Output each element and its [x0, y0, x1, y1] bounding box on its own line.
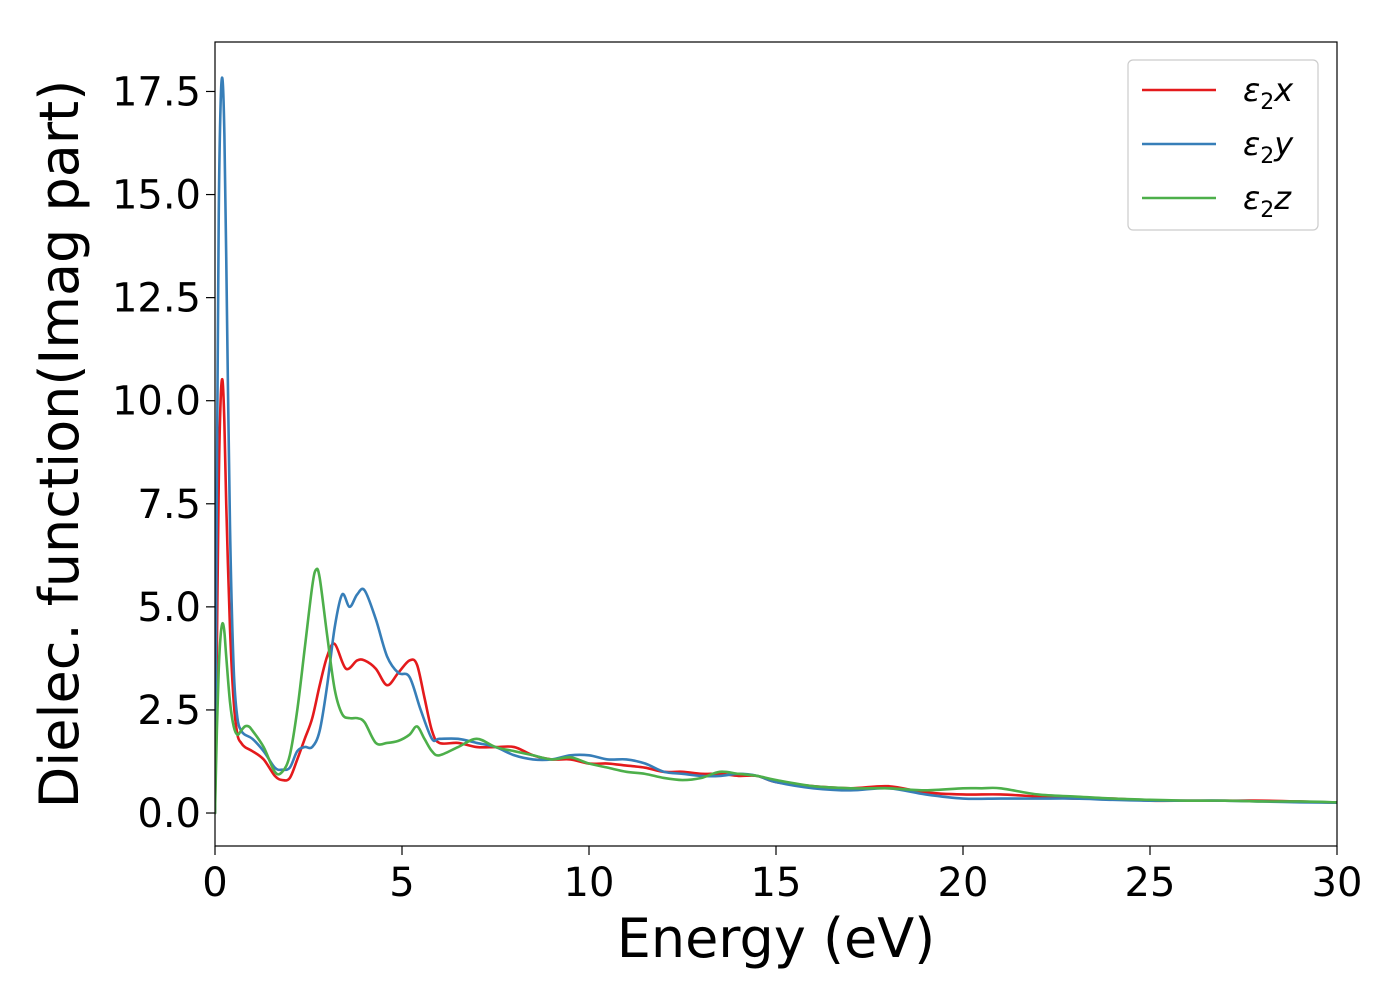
- legend-label: ε2x: [1243, 71, 1294, 115]
- legend-label-var: x: [1273, 71, 1294, 109]
- legend-label-var: y: [1273, 125, 1294, 163]
- legend-label-sub: 2: [1260, 144, 1274, 169]
- x-tick-label: 20: [938, 860, 989, 906]
- legend-box: [1127, 59, 1319, 231]
- y-tick-label: 12.5: [112, 276, 201, 322]
- x-tick-label: 10: [564, 860, 615, 906]
- x-tick-label: 5: [389, 860, 414, 906]
- y-axis-label: Dielec. function(Imag part): [28, 80, 91, 809]
- legend-label-base: ε: [1243, 71, 1260, 109]
- y-tick-label: 15.0: [112, 173, 201, 219]
- legend-label-base: ε: [1243, 179, 1260, 217]
- y-tick-label: 17.5: [112, 69, 201, 115]
- x-tick-label: 30: [1312, 860, 1363, 906]
- series-line-x: [215, 377, 1337, 815]
- x-tick-label: 15: [751, 860, 802, 906]
- series-layer: [215, 76, 1337, 815]
- x-tick-label: 0: [202, 860, 227, 906]
- legend-label: ε2y: [1243, 125, 1294, 169]
- legend-label: ε2z: [1243, 179, 1292, 223]
- y-tick-label: 2.5: [137, 688, 201, 734]
- y-tick-label: 10.0: [112, 379, 201, 425]
- x-axis-label: Energy (eV): [617, 907, 936, 970]
- y-tick-label: 5.0: [137, 585, 201, 631]
- x-axis-ticks: 0 5 10 15 20 25 30: [202, 846, 1362, 906]
- legend-entry-x: ε2x: [1142, 71, 1294, 115]
- y-tick-label: 7.5: [137, 482, 201, 528]
- y-axis-ticks: 0.0 2.5 5.0 7.5 10.0 12.5 15.0 17.5: [112, 69, 215, 837]
- y-tick-label: 0.0: [137, 791, 201, 837]
- legend-entry-z: ε2z: [1142, 179, 1292, 223]
- legend-label-base: ε: [1243, 125, 1260, 163]
- x-tick-label: 25: [1125, 860, 1176, 906]
- legend-label-var: z: [1273, 179, 1292, 217]
- legend-entry-y: ε2y: [1142, 125, 1294, 169]
- legend-label-sub: 2: [1260, 90, 1274, 115]
- legend-label-sub: 2: [1260, 198, 1274, 223]
- series-line-z: [215, 567, 1337, 815]
